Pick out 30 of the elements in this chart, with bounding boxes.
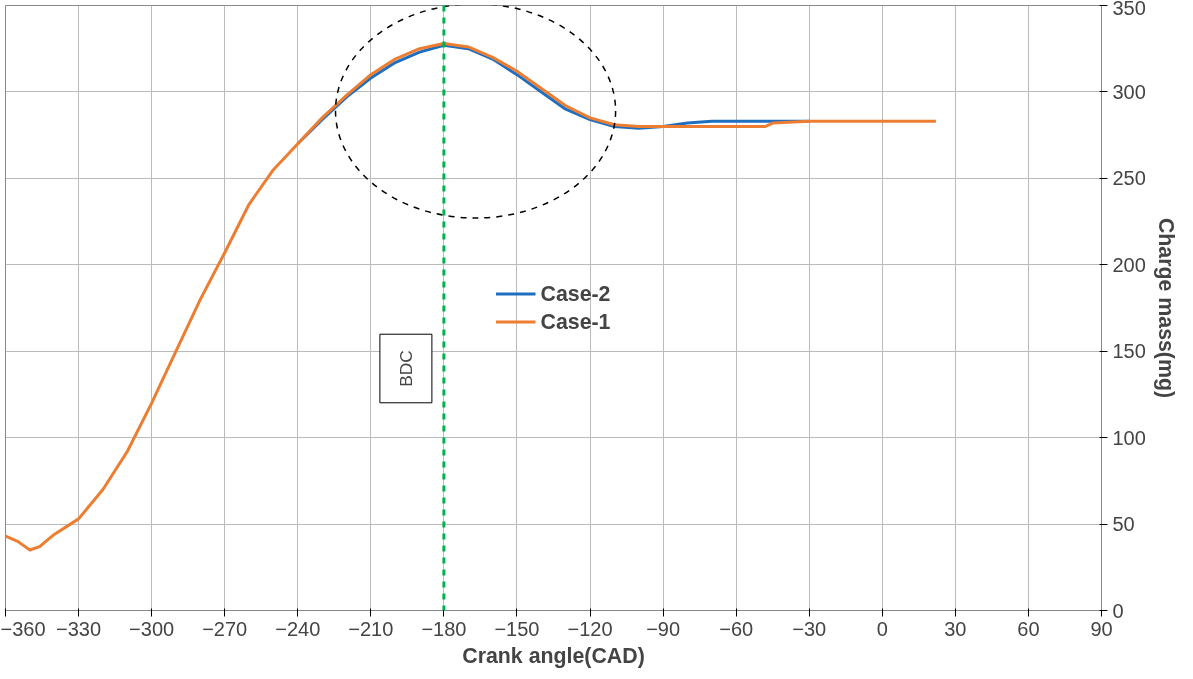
x-tick-label: −120 [567,617,613,640]
x-tick-label: 0 [876,617,888,640]
x-tick-label: −360 [0,617,46,640]
x-tick-label: −150 [494,617,540,640]
x-axis-title: Crank angle(CAD) [462,643,645,668]
x-tick-label: −30 [792,617,827,640]
y-tick-label: 150 [1112,340,1146,363]
x-tick-label: 30 [944,617,967,640]
x-tick-label: −90 [646,617,681,640]
x-tick-label: −240 [275,617,321,640]
legend-label: Case-2 [540,281,611,306]
y-axis-title: Charge mass(mg) [1153,217,1178,399]
legend-label: Case-1 [540,309,611,334]
y-tick-label: 350 [1112,0,1146,19]
x-tick-label: 90 [1090,617,1113,640]
x-tick-label: −180 [421,617,467,640]
y-tick-label: 50 [1112,513,1135,536]
y-tick-label: 250 [1112,167,1146,190]
y-tick-label: 200 [1112,253,1146,276]
y-tick-label: 0 [1112,599,1124,622]
x-tick-label: −210 [348,617,394,640]
y-tick-label: 300 [1112,80,1146,103]
y-tick-label: 100 [1112,426,1146,449]
x-tick-label: 60 [1017,617,1040,640]
line-series [5,42,938,552]
x-tick-label: −300 [129,617,175,640]
ref-line-label: BDC [395,350,416,387]
x-tick-label: −270 [202,617,248,640]
x-tick-label: −60 [719,617,754,640]
x-tick-label: −330 [56,617,102,640]
